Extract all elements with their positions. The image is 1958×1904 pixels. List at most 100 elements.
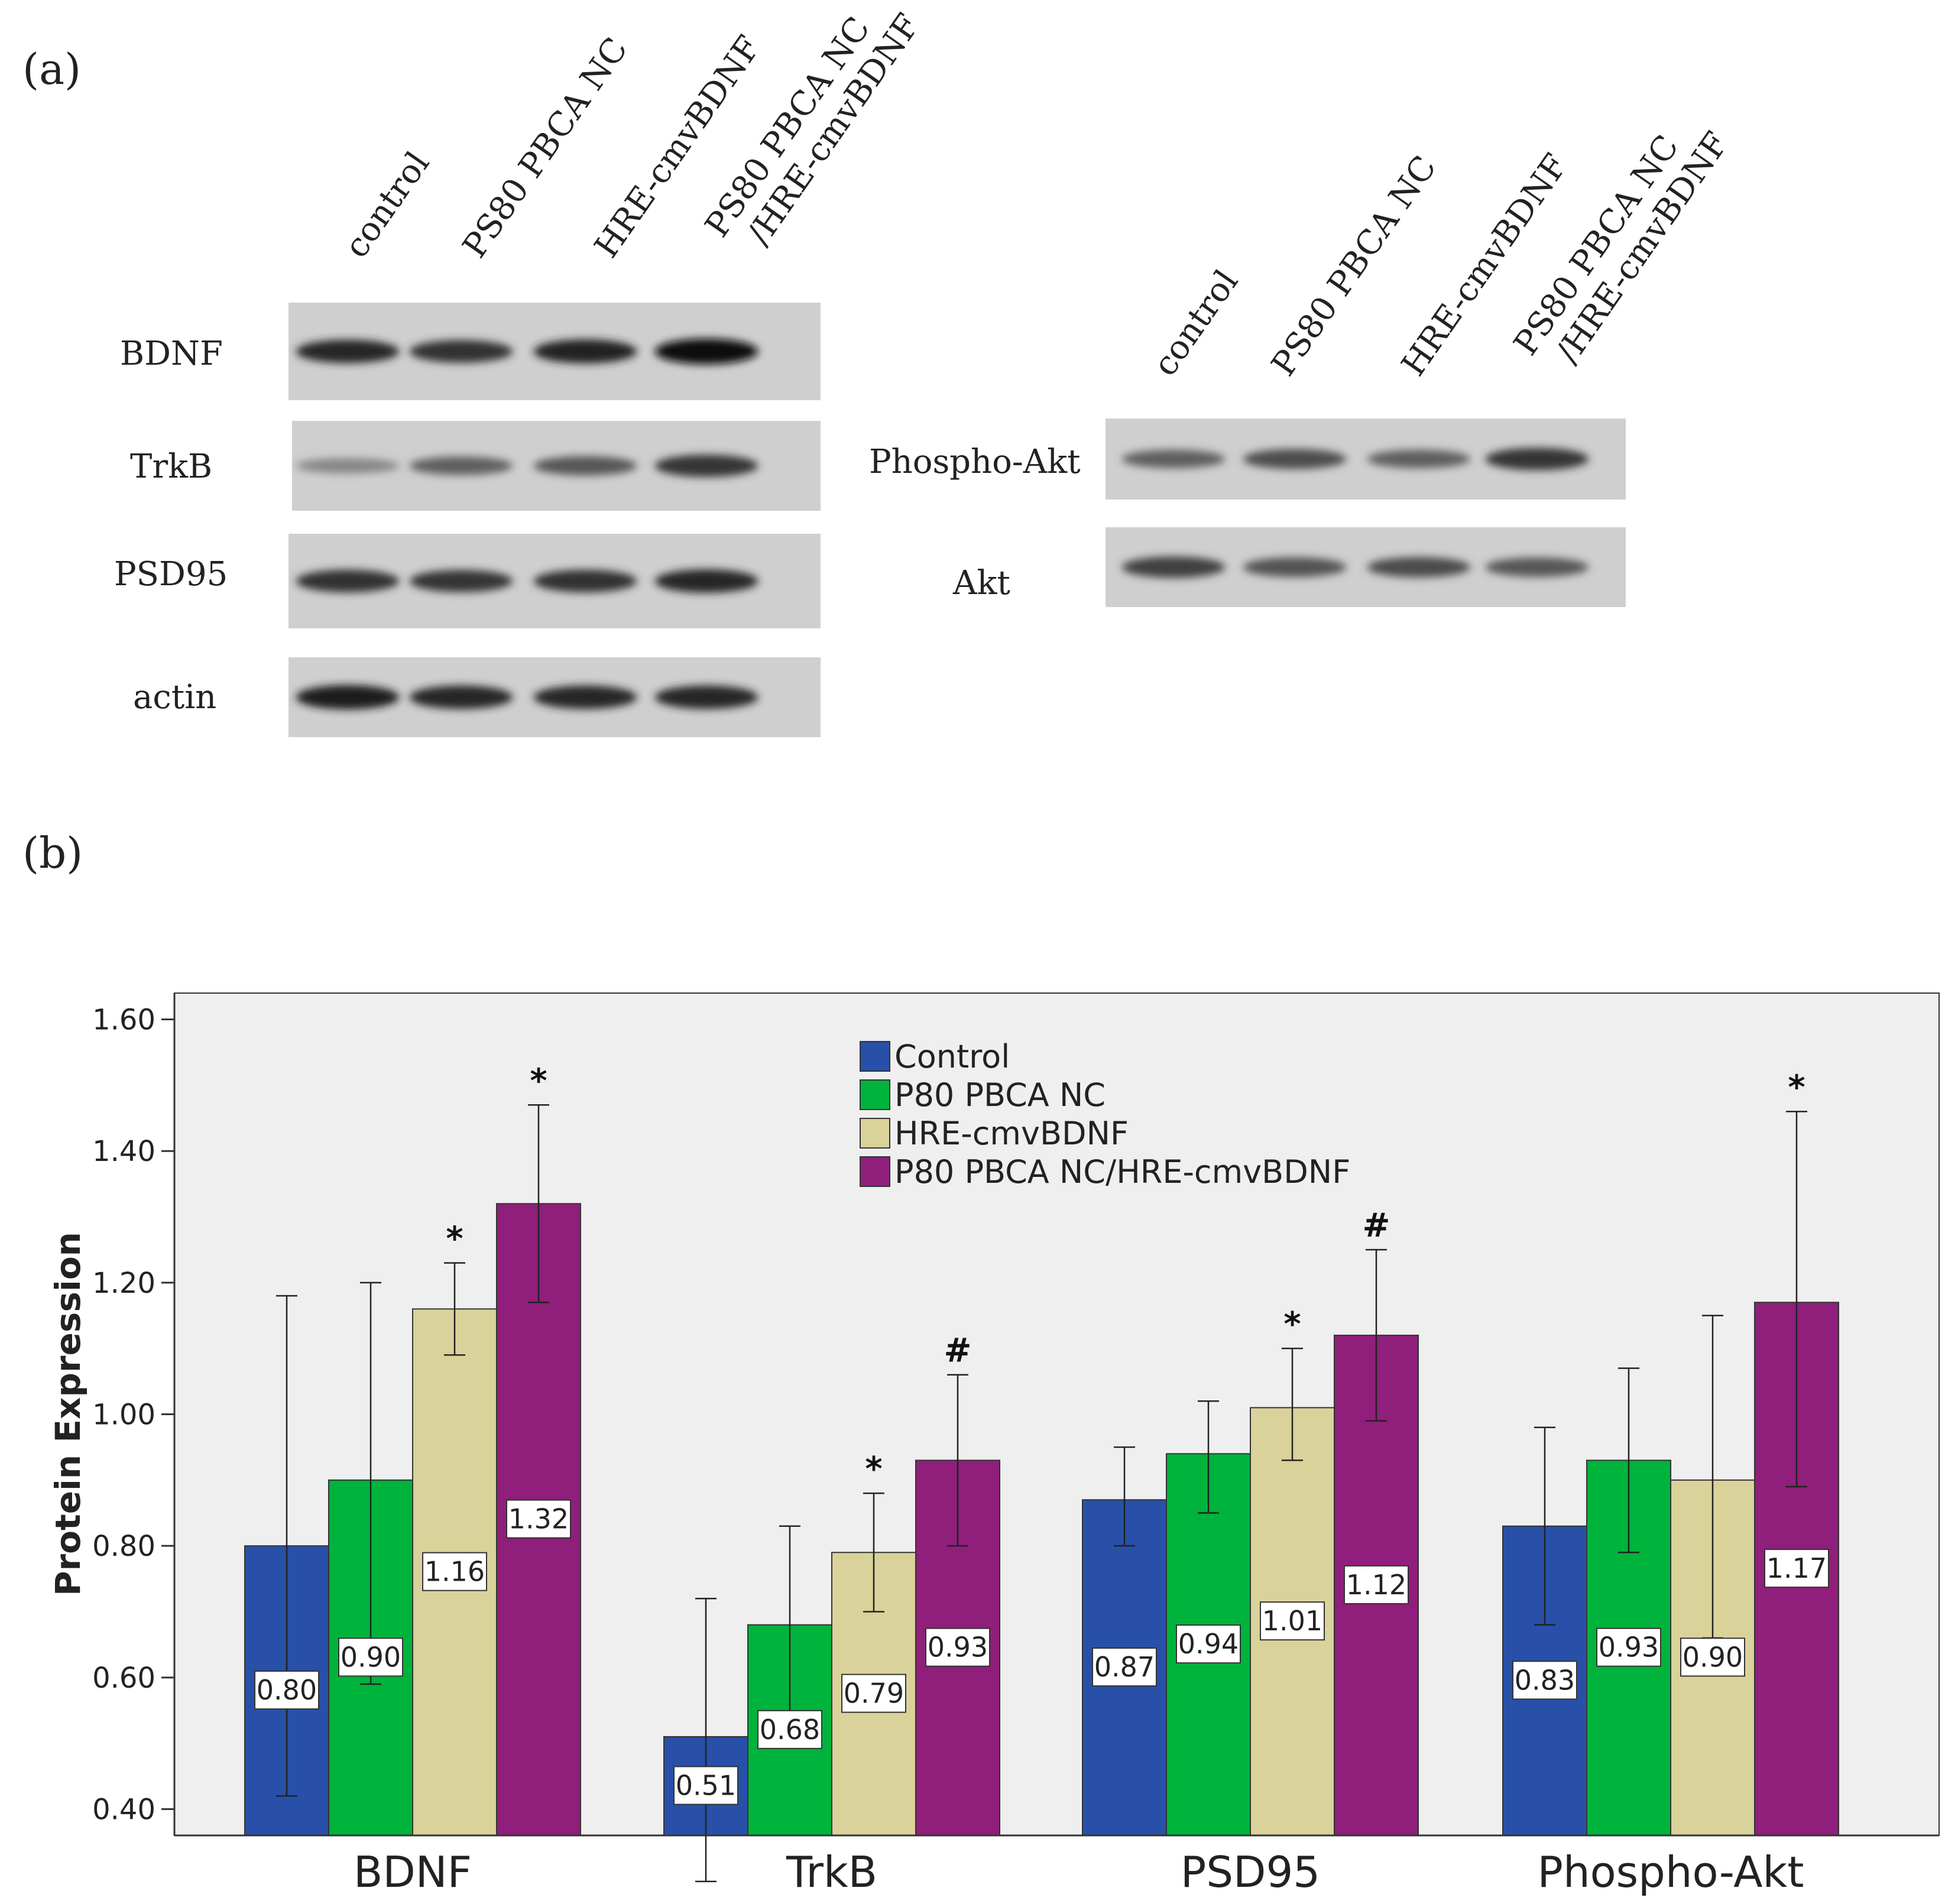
left-blot-lane-headers: control PS80 PBCA NC HRE-cmvBDNF PS80 PB… [337, 7, 928, 265]
data-label: 0.80 [257, 1674, 317, 1706]
significance-mark: * [530, 1062, 547, 1100]
data-label: 1.16 [424, 1556, 485, 1588]
row-label-actin: actin [133, 678, 216, 716]
row-label-trkb: TrkB [130, 447, 212, 486]
left-blot: control PS80 PBCA NC HRE-cmvBDNF PS80 PB… [114, 7, 928, 737]
data-label: 1.01 [1262, 1605, 1322, 1637]
data-label: 0.87 [1094, 1651, 1155, 1683]
data-label: 0.90 [1683, 1641, 1743, 1673]
data-label-box [254, 1671, 319, 1710]
significance-mark: * [865, 1450, 882, 1488]
bar-group-trkb: 0.51 0.68 0.79 * 0.93 # [663, 1332, 1000, 1883]
data-label: 0.90 [341, 1641, 401, 1673]
blot-band [409, 456, 513, 475]
right-blot: control PS80 PBCA NC HRE-cmvBDNF PS80 PB… [869, 125, 1736, 607]
data-label-box [338, 1637, 403, 1677]
y-tick-label: 1.40 [92, 1135, 155, 1168]
blot-band [533, 339, 637, 364]
significance-mark: * [1788, 1068, 1805, 1107]
row-label-psd95: PSD95 [114, 555, 228, 593]
data-label-box [1764, 1549, 1829, 1588]
blot-band [533, 456, 637, 476]
bar-group-bdnf: 0.80 0.90 1.16 * 1.32 * [244, 1062, 581, 1836]
legend-label: Control [894, 1038, 1010, 1075]
data-label-box [673, 1766, 738, 1805]
blot-strip-bdnf [288, 303, 821, 400]
lane-header-control: control [337, 145, 437, 265]
legend-swatch [860, 1079, 890, 1110]
blot-strip-psd95 [288, 534, 821, 628]
blot-band [296, 458, 400, 473]
bar-chart: Protein Expression 0.40 0.60 0.80 1.00 1.20 1… [48, 992, 1940, 1897]
blot-band [1485, 557, 1589, 577]
blot-strip-trkb [292, 421, 821, 511]
blot-band [1121, 556, 1226, 578]
data-label: 0.93 [928, 1631, 988, 1663]
data-label: 0.93 [1599, 1631, 1659, 1663]
x-tick-label: TrkB [786, 1847, 877, 1897]
legend-label: HRE-cmvBDNF [894, 1115, 1129, 1152]
data-label-box [1512, 1660, 1577, 1700]
panel-b-label: (b) [22, 828, 83, 878]
data-label-box [1344, 1565, 1409, 1604]
row-label-akt: Akt [952, 564, 1010, 602]
data-label: 0.94 [1178, 1628, 1239, 1660]
bars: 0.80 0.90 1.16 * 1.32 * 0.51 0.68 0.79 * 0.93 #0.87… [244, 1062, 1839, 1883]
row-label-phospho-akt: Phospho-Akt [869, 443, 1081, 481]
blot-band [654, 569, 758, 593]
panel-a-label: (a) [22, 44, 81, 94]
x-tick-label: BDNF [354, 1847, 472, 1897]
row-label-bdnf: BDNF [120, 335, 223, 373]
data-label: 0.68 [760, 1714, 820, 1746]
y-tick-label: 0.40 [92, 1793, 155, 1826]
bar-group-psd95: 0.87 0.94 1.01 * 1.12 # [1082, 1206, 1419, 1836]
significance-mark: # [944, 1332, 972, 1370]
blot-band [654, 338, 758, 365]
significance-mark: * [1283, 1305, 1301, 1344]
y-axis-label: Protein Expression [48, 1232, 88, 1596]
data-label: 1.32 [508, 1503, 569, 1535]
blot-band [1367, 449, 1471, 469]
significance-mark: * [446, 1219, 463, 1258]
blot-band [654, 685, 758, 709]
blot-band [296, 685, 400, 710]
y-tick-label: 1.00 [92, 1399, 155, 1432]
blot-band [533, 569, 637, 593]
y-axis: 0.40 0.60 0.80 1.00 1.20 1.40 1.60 [92, 1004, 174, 1826]
data-label-box [422, 1552, 487, 1591]
data-label-box [1176, 1624, 1241, 1664]
y-tick-label: 0.60 [92, 1662, 155, 1695]
data-label: 0.51 [676, 1770, 736, 1802]
blot-band [296, 339, 400, 364]
data-label-box [1680, 1637, 1745, 1677]
blot-band [409, 570, 513, 592]
data-label-box [1596, 1627, 1661, 1667]
blot-band [296, 569, 400, 593]
bar-group-phospho-akt: 0.83 0.93 0.90 1.17 * [1502, 1068, 1839, 1836]
y-tick-label: 1.60 [92, 1004, 155, 1037]
blot-strip-akt [1106, 527, 1626, 607]
data-label-box [925, 1627, 990, 1667]
blot-band [654, 455, 758, 477]
blot-band [409, 685, 513, 709]
blot-strip-phospho-akt [1106, 419, 1626, 499]
data-label: 1.12 [1346, 1569, 1406, 1601]
data-label: 0.79 [844, 1678, 904, 1710]
legend-swatch [860, 1118, 890, 1149]
legend-swatch [860, 1156, 890, 1187]
blot-band [409, 340, 513, 363]
data-label-box [757, 1710, 822, 1749]
y-tick-label: 1.20 [92, 1267, 155, 1300]
x-tick-label: PSD95 [1181, 1847, 1320, 1897]
data-label-box [1092, 1647, 1157, 1687]
x-tick-label: Phospho-Akt [1538, 1847, 1804, 1897]
x-axis: BDNF TrkB PSD95 Phospho-Akt [354, 1847, 1804, 1897]
data-label-box [1260, 1601, 1325, 1641]
data-label: 0.83 [1515, 1664, 1575, 1696]
blot-band [1367, 557, 1471, 578]
blot-band [1243, 557, 1347, 578]
data-label-box [506, 1499, 571, 1539]
blot-band [1485, 447, 1589, 471]
